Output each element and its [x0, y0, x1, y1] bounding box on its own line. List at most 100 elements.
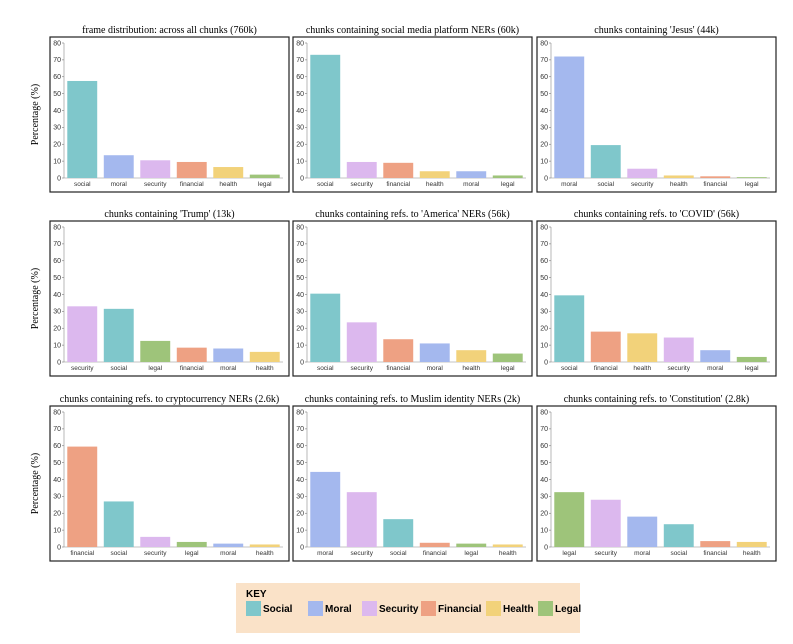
- x-tick-label: security: [71, 365, 94, 372]
- y-tick-label: 50: [53, 460, 61, 467]
- x-tick-label: moral: [561, 181, 578, 188]
- y-tick-label: 60: [540, 258, 548, 265]
- x-tick-label: legal: [185, 550, 199, 557]
- y-tick-label: 80: [53, 224, 61, 231]
- y-tick-label: 10: [53, 527, 61, 534]
- bar-social: [663, 524, 694, 547]
- chart-title: chunks containing refs. to cryptocurrenc…: [60, 394, 279, 405]
- bar-financial: [67, 446, 98, 547]
- y-tick-label: 80: [296, 40, 304, 47]
- bar-social: [67, 80, 98, 178]
- bar-moral: [554, 56, 585, 178]
- y-tick-label: 30: [53, 125, 61, 132]
- x-tick-label: legal: [501, 365, 515, 372]
- y-tick-label: 0: [544, 175, 548, 182]
- y-tick-label: 20: [540, 326, 548, 333]
- x-tick-label: legal: [745, 365, 759, 372]
- bar-security: [663, 337, 694, 362]
- y-tick-label: 50: [296, 91, 304, 98]
- y-tick-label: 50: [540, 275, 548, 282]
- y-tick-label: 20: [53, 326, 61, 333]
- x-tick-label: legal: [501, 181, 515, 188]
- y-tick-label: 80: [53, 409, 61, 416]
- y-tick-label: 70: [53, 426, 61, 433]
- y-tick-label: 70: [540, 241, 548, 248]
- x-tick-label: moral: [220, 550, 237, 557]
- x-tick-label: financial: [423, 550, 447, 557]
- bar-financial: [700, 176, 731, 178]
- bar-security: [140, 160, 171, 178]
- x-tick-label: social: [597, 181, 614, 188]
- y-tick-label: 0: [300, 359, 304, 366]
- bar-security: [627, 168, 658, 178]
- bar-health: [456, 350, 487, 362]
- x-tick-label: security: [351, 181, 374, 188]
- x-tick-label: moral: [707, 365, 724, 372]
- bar-health: [213, 167, 244, 178]
- x-tick-label: moral: [463, 181, 480, 188]
- y-tick-label: 70: [540, 426, 548, 433]
- y-tick-label: 0: [57, 359, 61, 366]
- y-tick-label: 80: [540, 224, 548, 231]
- bar-social: [554, 295, 585, 362]
- x-tick-label: legal: [258, 181, 272, 188]
- chart-panel-9: chunks containing refs. to 'Constitution…: [536, 394, 777, 562]
- y-tick-label: 60: [53, 258, 61, 265]
- y-tick-label: 10: [53, 342, 61, 349]
- x-tick-label: security: [144, 181, 167, 188]
- x-tick-label: social: [110, 365, 127, 372]
- chart-panel-5: chunks containing refs. to 'America' NER…: [292, 209, 533, 377]
- bar-social: [103, 501, 134, 547]
- y-tick-label: 60: [540, 443, 548, 450]
- bar-financial: [590, 331, 621, 362]
- x-tick-label: security: [351, 365, 374, 372]
- chart-panel-3: chunks containing 'Jesus' (44k) 0 10 20 30 40…: [536, 25, 777, 193]
- bar-security: [140, 536, 171, 547]
- bar-legal: [736, 177, 767, 178]
- bar-financial: [383, 339, 414, 362]
- bar-legal: [456, 543, 487, 547]
- x-tick-label: moral: [220, 365, 237, 372]
- y-tick-label: 60: [53, 74, 61, 81]
- legend-swatch-health: [486, 601, 501, 616]
- legend-swatch-financial: [421, 601, 436, 616]
- bar-social: [103, 308, 134, 362]
- x-tick-label: security: [351, 550, 374, 557]
- y-tick-label: 40: [296, 477, 304, 484]
- y-tick-label: 20: [540, 511, 548, 518]
- bar-legal: [492, 175, 523, 178]
- chart-panel-1: frame distribution: across all chunks (7…: [30, 25, 290, 193]
- y-tick-label: 50: [540, 460, 548, 467]
- bar-legal: [176, 541, 207, 547]
- bar-financial: [383, 162, 414, 178]
- y-tick-label: 10: [540, 158, 548, 165]
- x-tick-label: moral: [111, 181, 128, 188]
- y-tick-label: 30: [296, 494, 304, 501]
- x-tick-label: financial: [386, 181, 410, 188]
- legend-background: [236, 583, 580, 633]
- bar-moral: [103, 155, 134, 178]
- bar-moral: [213, 348, 244, 362]
- bar-financial: [176, 161, 207, 178]
- legend-swatch-moral: [308, 601, 323, 616]
- x-tick-label: social: [390, 550, 407, 557]
- chart-title: chunks containing refs. to 'COVID' (56k): [574, 209, 739, 220]
- y-tick-label: 70: [296, 241, 304, 248]
- y-tick-label: 10: [296, 342, 304, 349]
- legend-label-financial: Financial: [438, 604, 482, 615]
- y-tick-label: 40: [296, 292, 304, 299]
- x-tick-label: financial: [180, 181, 204, 188]
- y-tick-label: 70: [296, 57, 304, 64]
- chart-panel-8: chunks containing refs. to Muslim identi…: [292, 394, 533, 562]
- x-tick-label: social: [317, 365, 334, 372]
- x-tick-label: social: [670, 550, 687, 557]
- bar-legal: [492, 353, 523, 362]
- y-tick-label: 30: [296, 125, 304, 132]
- bar-moral: [627, 516, 658, 547]
- y-tick-label: 80: [296, 224, 304, 231]
- x-tick-label: health: [256, 365, 274, 372]
- bar-health: [249, 351, 280, 362]
- y-tick-label: 30: [540, 309, 548, 316]
- y-tick-label: 60: [296, 443, 304, 450]
- bar-legal: [140, 340, 171, 362]
